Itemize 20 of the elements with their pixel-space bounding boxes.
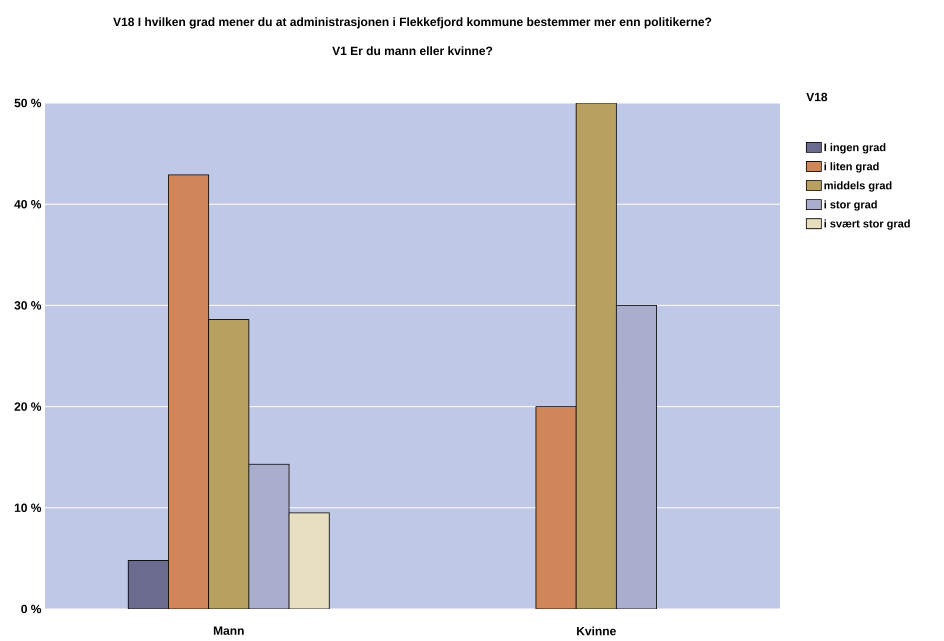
chart-subtitle: V1 Er du mann eller kvinne? [332,46,492,56]
legend-label: i liten grad [824,162,879,173]
legend-title: V18 [806,92,828,102]
bar [248,464,290,609]
y-tick-label: 30 % [14,301,42,310]
chart-title: V18 I hvilken grad mener du at administrasjonen i Flekkefjord kommune bestemmer mer enn politikerne? [113,17,712,29]
x-tick-label: Mann [214,626,244,635]
y-tick-label: 10 % [14,504,42,512]
bar [536,406,577,609]
bar [616,305,657,609]
y-tick-label: 0 % [21,604,42,614]
x-tick-label: Kvinne [577,626,616,636]
bar [168,174,210,609]
y-tick-label: 40 % [14,200,42,208]
legend-label: i stor grad [824,200,877,211]
legend-label: middels grad [824,181,892,192]
y-tick-label: 50 % [14,98,42,108]
y-tick-label: 20 % [14,402,42,411]
legend-label: I ingen grad [824,143,886,154]
legend-label: i svært stor grad [824,219,910,230]
